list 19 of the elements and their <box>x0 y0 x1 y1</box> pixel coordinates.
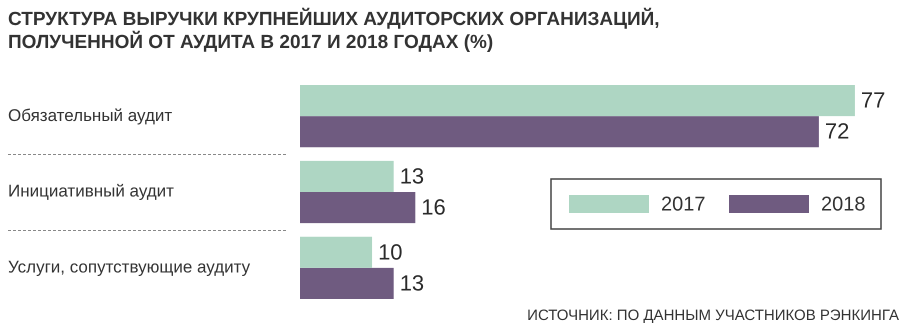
y-tick-label: Обязательный аудит <box>8 106 172 125</box>
bar <box>300 268 394 299</box>
data-label: 13 <box>400 270 424 296</box>
y-tick-label: Услуги, сопутствующие аудиту <box>8 258 251 277</box>
text: ИСТОЧНИК: ПО ДАННЫМ УЧАСТНИКОВ РЭНКИНГА <box>527 307 899 324</box>
bar <box>300 236 372 268</box>
data-label: 10 <box>378 239 403 264</box>
bar <box>300 160 394 192</box>
chart-title: СТРУКТУРА ВЫРУЧКИ КРУПНЕЙШИХ АУДИТОРСКИХ ОРГАНИЗАЦИЙ, ПОЛУЧЕННОЙ ОТ АУДИТА В 2017 И 2018 ГОДАХ (%) <box>8 8 661 55</box>
legend-label: 2017 <box>661 194 706 216</box>
data-label: 13 <box>400 164 424 189</box>
data-label: 77 <box>860 88 886 113</box>
bar <box>300 116 819 148</box>
bar <box>300 192 416 224</box>
data-label: 16 <box>421 194 446 220</box>
bar <box>300 85 855 116</box>
y-tick-label: Инициативный аудит <box>8 182 174 201</box>
legend-label: 2018 <box>821 194 866 216</box>
data-label: 72 <box>824 118 850 144</box>
